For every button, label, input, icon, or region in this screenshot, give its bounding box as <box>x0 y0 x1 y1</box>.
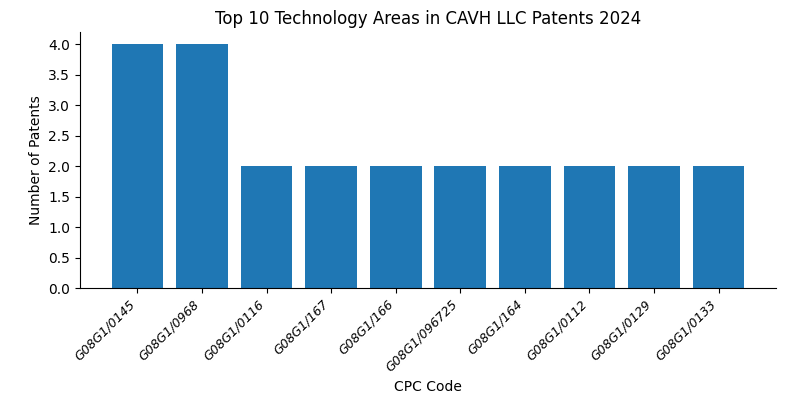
X-axis label: CPC Code: CPC Code <box>394 380 462 394</box>
Bar <box>563 166 615 288</box>
Bar <box>370 166 422 288</box>
Bar <box>306 166 357 288</box>
Bar <box>693 166 744 288</box>
Bar <box>499 166 550 288</box>
Bar <box>176 44 228 288</box>
Bar <box>241 166 293 288</box>
Title: Top 10 Technology Areas in CAVH LLC Patents 2024: Top 10 Technology Areas in CAVH LLC Pate… <box>215 10 641 28</box>
Bar <box>434 166 486 288</box>
Y-axis label: Number of Patents: Number of Patents <box>29 95 42 225</box>
Bar <box>112 44 163 288</box>
Bar <box>628 166 680 288</box>
